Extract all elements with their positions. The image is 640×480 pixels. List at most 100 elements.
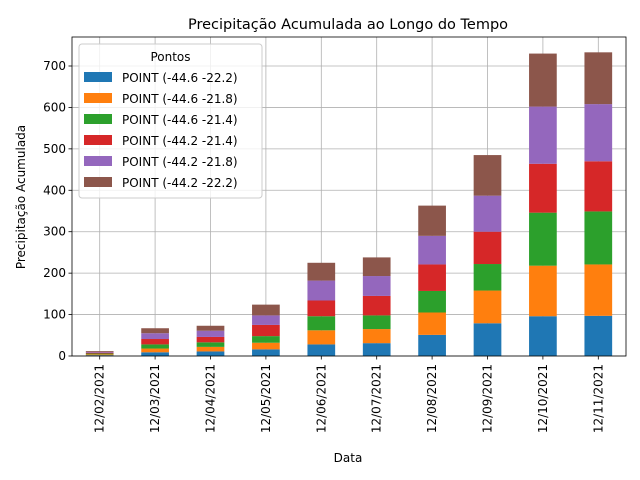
bar-segment [473,290,502,324]
bar-segment [418,235,446,265]
bars [85,52,613,356]
bar-segment [529,265,557,317]
bar-segment [473,323,502,356]
bar-segment [362,343,391,356]
bar-segment [252,336,280,343]
bar-segment [584,104,613,162]
bar-segment [141,352,169,356]
x-tick-label: 12/04/2021 [204,364,218,433]
bar-segment [85,354,114,356]
bar-segment [529,163,557,213]
bar-segment [418,312,446,335]
legend-swatch [84,72,112,82]
bar-segment [85,355,114,356]
chart-title: Precipitação Acumulada ao Longo do Tempo [188,17,508,33]
x-tick-label: 12/11/2021 [591,364,605,433]
x-tick-label: 12/07/2021 [370,364,384,433]
bar-segment [252,315,280,325]
y-tick-label: 700 [43,59,66,73]
legend-entry-label: POINT (-44.2 -22.2) [122,176,238,190]
bar-segment [252,349,280,356]
bar-segment [196,342,225,347]
bar-segment [362,315,391,330]
bar-segment [252,324,280,337]
bar-segment [196,351,225,356]
legend-swatch [84,135,112,145]
bar-segment [584,161,613,212]
x-tick-label: 12/05/2021 [259,364,273,433]
x-axis: 12/02/2021 12/03/2021 12/04/2021 12/05/2021… [93,356,605,433]
bar-segment [196,325,225,331]
bar-segment [196,336,225,343]
bar-segment [362,329,391,344]
bar-segment [473,155,502,196]
legend-entry-label: POINT (-44.6 -22.2) [122,71,238,85]
bar-segment [307,330,336,345]
bar-segment [529,212,557,266]
bar-segment [529,316,557,356]
bar-segment [529,53,557,107]
bar-segment [85,351,114,352]
bar-segment [529,106,557,164]
bar-segment [362,276,391,296]
legend-swatch [84,177,112,187]
legend-swatch [84,93,112,103]
legend-box [78,43,263,199]
bar-segment [418,290,446,313]
legend-swatch [84,114,112,124]
bar-segment [307,316,336,331]
bar-segment [307,280,336,301]
legend-entry-label: POINT (-44.2 -21.4) [122,134,238,148]
bar-segment [141,339,169,345]
bar-segment [85,353,114,355]
bar-segment [473,195,502,232]
bar-segment [418,205,446,236]
x-tick-label: 12/06/2021 [314,364,328,433]
bar-segment [196,330,225,337]
bar-segment [362,295,391,316]
bar-segment [141,348,169,353]
legend-swatch [84,156,112,166]
legend: Pontos POINT (-44.6 -22.2) POINT (-44.6 -… [78,43,263,199]
x-tick-label: 12/10/2021 [536,364,550,433]
bar-segment [307,262,336,281]
bar-segment [85,352,114,354]
bar-segment [473,231,502,265]
y-tick-label: 400 [43,183,66,197]
y-tick-label: 200 [43,266,66,280]
bar-segment [362,257,391,277]
bar-segment [584,52,613,105]
bar-segment [307,300,336,317]
bar-segment [85,351,114,353]
y-tick-label: 100 [43,308,66,322]
legend-entry-label: POINT (-44.2 -21.8) [122,155,238,169]
y-tick-label: 600 [43,100,66,114]
y-tick-label: 500 [43,142,66,156]
bar-segment [252,342,280,350]
bar-segment [141,344,169,349]
x-tick-label: 12/09/2021 [481,364,495,433]
legend-entry-label: POINT (-44.6 -21.4) [122,113,238,127]
bar-segment [141,333,169,340]
bar-segment [141,328,169,334]
legend-entry-label: POINT (-44.6 -21.8) [122,92,238,106]
bar-segment [307,344,336,356]
x-tick-label: 12/03/2021 [148,364,162,433]
bar-segment [196,346,225,352]
legend-title: Pontos [150,50,190,64]
y-tick-label: 300 [43,225,66,239]
bar-segment [252,304,280,316]
bar-segment [584,315,613,356]
y-axis: 0 100 200 300 400 500 600 700 [43,59,72,363]
x-tick-label: 12/02/2021 [93,364,107,433]
y-tick-label: 0 [58,349,66,363]
plot-area-frame [71,36,627,357]
x-tick-label: 12/08/2021 [425,364,439,433]
y-axis-label: Precipitação Acumulada [14,125,28,269]
bar-segment [584,264,613,316]
bar-segment [473,264,502,291]
bar-segment [418,264,446,291]
bar-segment [584,211,613,265]
x-axis-label: Data [334,451,363,465]
